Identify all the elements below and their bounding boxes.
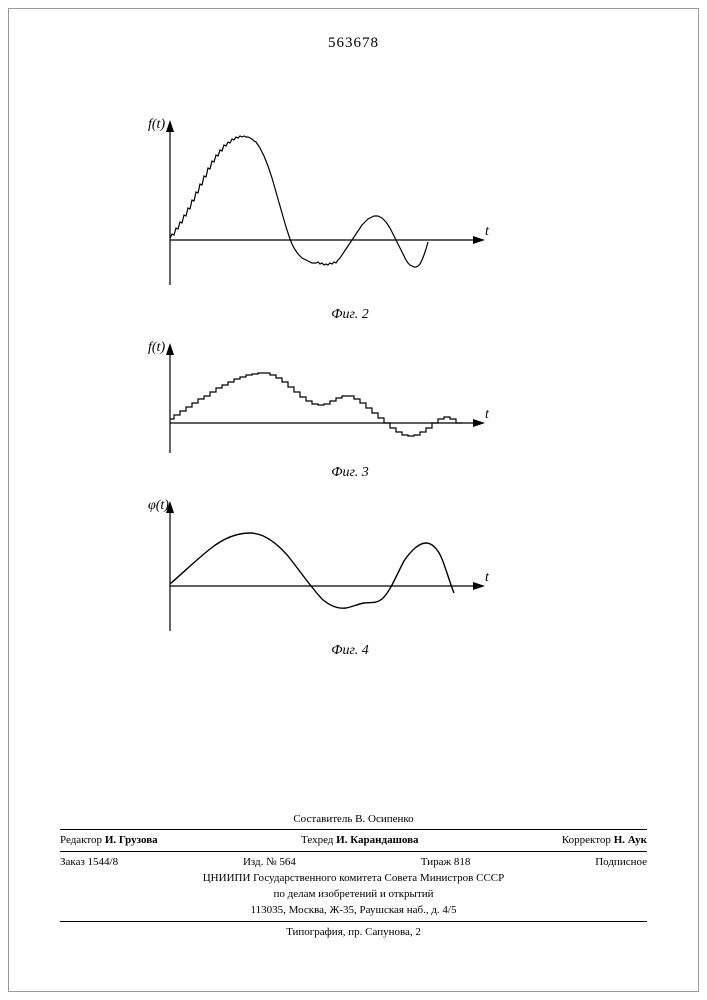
page-number: 563678 [0,35,707,52]
footer: Составитель В. Осипенко Редактор И. Груз… [60,811,647,940]
figure-2-svg: f(t) t [130,110,500,305]
fig3-x-arrow [473,419,485,427]
footer-org2: по делам изобретений и открытий [60,886,647,902]
figures-container: f(t) t Фиг. 2 f(t) t Фиг. 3 φ(t) [130,110,570,669]
footer-rule-3 [60,921,647,922]
fig3-ylabel: f(t) [148,340,165,355]
figure-4: φ(t) t Фиг. 4 [130,491,570,659]
fig2-x-arrow [473,236,485,244]
fig2-ylabel: f(t) [148,117,165,132]
footer-print-row: Заказ 1544/8 Изд. № 564 Тираж 818 Подпис… [60,854,647,870]
fig2-xlabel: t [485,224,490,239]
fig3-caption: Фиг. 3 [130,465,570,481]
fig2-curve [170,136,428,267]
fig3-curve [170,373,462,436]
fig2-y-arrow [166,120,174,132]
fig2-caption: Фиг. 2 [130,307,570,323]
footer-podpisnoe: Подписное [595,855,647,869]
footer-corrector: Корректор Н. Аук [562,833,647,847]
footer-rule-2 [60,851,647,852]
footer-compiler: Составитель В. Осипенко [60,811,647,827]
figure-2: f(t) t Фиг. 2 [130,110,570,323]
footer-org1: ЦНИИПИ Государственного комитета Совета … [60,870,647,886]
fig4-caption: Фиг. 4 [130,643,570,659]
footer-teched: Техред И. Карандашова [301,833,419,847]
footer-address: 113035, Москва, Ж-35, Раушская наб., д. … [60,902,647,918]
fig3-y-arrow [166,343,174,355]
figure-3-svg: f(t) t [130,333,500,463]
fig4-x-arrow [473,582,485,590]
footer-credits-row: Редактор И. Грузова Техред И. Карандашов… [60,832,647,848]
fig4-ylabel: φ(t) [148,498,169,513]
footer-typography: Типография, пр. Сапунова, 2 [60,924,647,940]
footer-izd: Изд. № 564 [243,855,296,869]
figure-3: f(t) t Фиг. 3 [130,333,570,481]
footer-editor: Редактор И. Грузова [60,833,158,847]
fig3-xlabel: t [485,407,490,422]
figure-4-svg: φ(t) t [130,491,500,641]
footer-order: Заказ 1544/8 [60,855,118,869]
footer-rule-1 [60,829,647,830]
fig4-xlabel: t [485,570,490,585]
fig4-curve [170,533,454,608]
footer-tirazh: Тираж 818 [421,855,471,869]
